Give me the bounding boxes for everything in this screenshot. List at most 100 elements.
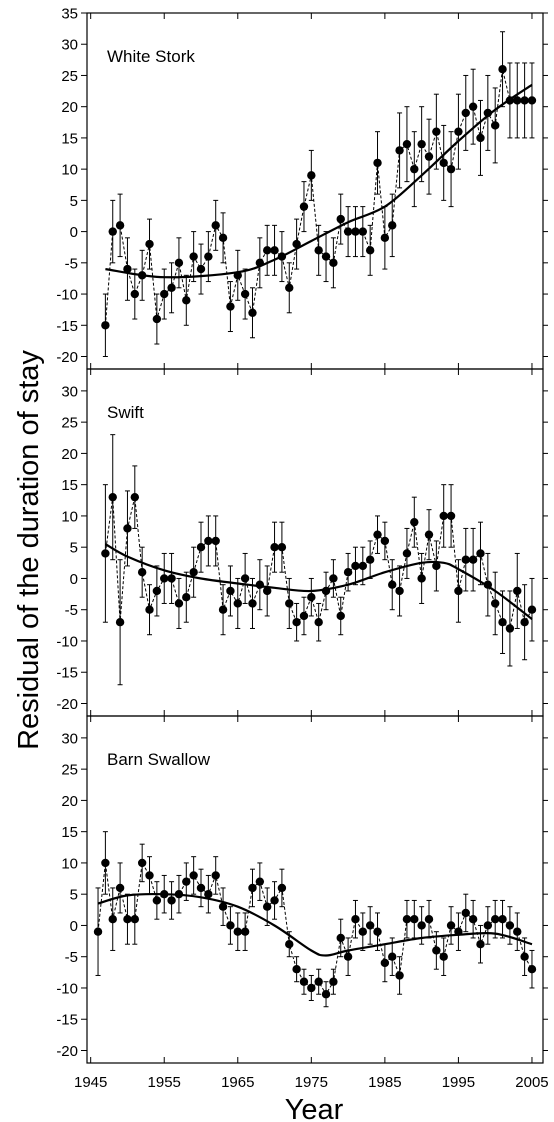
data-point [130,914,140,924]
y-tick-label: -10 [56,287,78,304]
data-point [410,914,419,924]
data-point [307,171,316,180]
data-point [498,618,507,627]
data-point [182,593,191,602]
data-point [351,227,360,236]
x-tick-label: 2005 [515,1074,548,1091]
data-point [211,871,220,880]
y-tick-label: 20 [61,793,78,810]
data-point [174,599,184,608]
trend-curve [104,543,533,620]
data-point [329,258,338,268]
data-point [233,927,242,936]
data-point [189,567,198,577]
data-point [410,517,419,527]
data-point [468,555,478,564]
series-title: White Stork [107,47,195,66]
y-tick-label: -5 [65,602,78,619]
data-point [218,902,228,911]
data-point [292,239,301,249]
data-point [483,580,493,589]
data-point [417,574,426,583]
data-point [520,618,529,627]
data-point [240,574,250,583]
x-tick-label: 1995 [442,1074,475,1091]
y-tick-label: 5 [70,193,78,210]
data-point [490,599,500,608]
data-point [468,914,478,924]
data-point [520,952,529,961]
data-point [498,914,507,924]
data-point [226,302,235,311]
data-point [240,289,250,299]
data-point [233,271,242,280]
data-point [123,264,132,274]
y-tick-label: 0 [70,918,78,935]
data-point [505,921,515,930]
data-point [285,940,294,949]
data-point [321,586,331,596]
data-point [343,567,353,577]
plot-frame [86,368,544,717]
data-point [454,127,463,136]
data-point [373,158,382,168]
data-point [255,258,265,268]
data-point [218,233,228,243]
data-point [365,921,375,930]
y-tick-label: 25 [61,762,78,779]
data-point [285,283,294,293]
data-point [483,921,493,930]
data-point [277,542,287,552]
data-point [446,164,456,174]
data-point [218,605,228,614]
data-point [446,921,456,930]
data-point [270,542,279,552]
y-tick-label: 20 [61,446,78,463]
y-tick-label: -5 [65,949,78,966]
data-point [115,618,125,627]
data-point [513,927,522,936]
data-point [454,586,463,596]
data-point [182,877,191,886]
data-point [101,321,110,330]
data-point [439,511,448,521]
data-point [388,221,397,230]
data-point [262,586,272,596]
series-title: Swift [107,403,144,422]
y-tick-label: -20 [56,1043,78,1060]
data-point [329,977,338,986]
y-tick-label: 10 [61,162,78,179]
data-point [262,246,272,255]
data-point [167,896,176,905]
data-point [196,264,206,274]
data-point [527,96,537,105]
data-point [439,952,448,961]
y-tick-label: 15 [61,824,78,841]
data-point [513,96,522,105]
data-point [446,511,456,521]
data-point [285,599,294,608]
data-point [358,927,368,936]
data-point [307,983,316,993]
data-point [417,921,426,930]
data-point [343,227,353,236]
panel-white-stork: -20 -15 -10 -5 0 5 10 15 20 25 30 35 White Stork [56,6,548,370]
data-point [270,896,279,905]
data-point [152,586,162,596]
data-point [160,574,169,583]
data-point [461,908,470,918]
y-tick-label: -15 [56,1012,78,1029]
data-point [160,289,169,299]
data-point [498,65,507,74]
trend-curve [97,892,533,957]
data-point [461,555,470,564]
data-point [365,246,375,255]
data-point [204,536,213,546]
data-point [365,555,375,564]
data-point [505,96,515,105]
data-point [204,252,213,261]
data-point [351,914,360,924]
data-point [373,927,382,936]
data-point [402,549,412,558]
data-point [115,883,125,893]
